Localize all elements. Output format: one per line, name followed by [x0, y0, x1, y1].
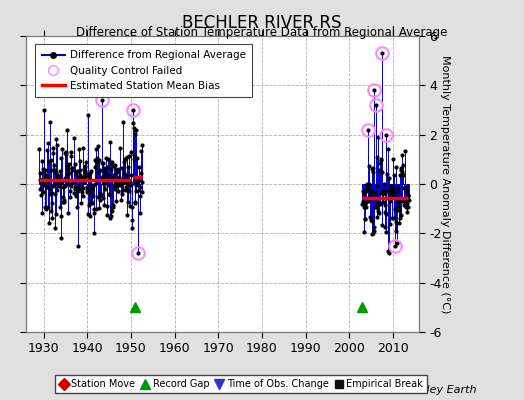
- Text: Berkeley Earth: Berkeley Earth: [395, 385, 477, 395]
- Text: Difference of Station Temperature Data from Regional Average: Difference of Station Temperature Data f…: [77, 26, 447, 39]
- Legend: Station Move, Record Gap, Time of Obs. Change, Empirical Break: Station Move, Record Gap, Time of Obs. C…: [55, 375, 427, 393]
- Y-axis label: Monthly Temperature Anomaly Difference (°C): Monthly Temperature Anomaly Difference (…: [440, 55, 450, 313]
- Text: BECHLER RIVER RS: BECHLER RIVER RS: [182, 14, 342, 32]
- Legend: Difference from Regional Average, Quality Control Failed, Estimated Station Mean: Difference from Regional Average, Qualit…: [35, 44, 252, 97]
